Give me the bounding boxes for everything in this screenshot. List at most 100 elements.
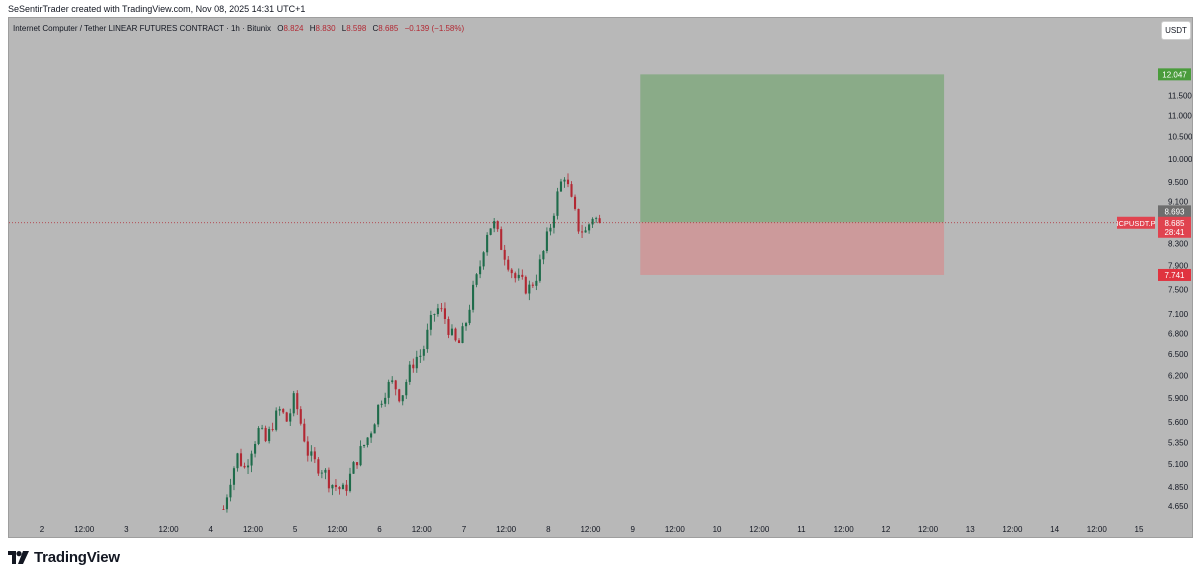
candle-body bbox=[278, 409, 281, 411]
candle-body bbox=[352, 462, 355, 474]
candle-body bbox=[408, 364, 411, 382]
candle-body bbox=[556, 191, 559, 216]
candle-body bbox=[250, 453, 253, 466]
candle-body bbox=[479, 266, 482, 275]
candle-body bbox=[370, 433, 373, 438]
stop-price-tag-bg bbox=[1158, 268, 1191, 281]
candle-body bbox=[225, 497, 228, 510]
candle-body bbox=[457, 340, 461, 344]
x-tick-label: 12:00 bbox=[1002, 525, 1023, 534]
x-tick-label: 12:00 bbox=[74, 525, 95, 534]
candle-body bbox=[422, 349, 425, 356]
candle-body bbox=[331, 484, 334, 489]
profit-zone bbox=[640, 74, 945, 223]
candle-body bbox=[436, 308, 439, 315]
price-chart[interactable]: 4.650 4.850 5.100 5.350 5.600 5.900 6.200 6.500… bbox=[9, 18, 1193, 538]
candle-body bbox=[289, 413, 292, 422]
candle-body bbox=[598, 218, 601, 223]
y-tick-label: 5.600 bbox=[1168, 418, 1189, 427]
high-value: 8.830 bbox=[315, 24, 336, 33]
candle-body bbox=[510, 269, 513, 274]
candle-body bbox=[275, 410, 278, 430]
candle-body bbox=[559, 181, 563, 192]
candle-body bbox=[363, 445, 366, 447]
x-tick-label: 8 bbox=[546, 525, 551, 534]
candle-body bbox=[359, 446, 362, 466]
candle-body bbox=[472, 284, 475, 310]
y-tick-label: 4.850 bbox=[1168, 483, 1189, 492]
candle-body bbox=[549, 227, 552, 232]
candle-body bbox=[271, 428, 274, 430]
candle-body bbox=[507, 259, 510, 270]
x-tick-label: 12:00 bbox=[412, 525, 433, 534]
x-tick-label: 12:00 bbox=[496, 525, 517, 534]
candle-body bbox=[443, 308, 446, 320]
candle-body bbox=[482, 252, 485, 267]
chart-panel[interactable]: 4.650 4.850 5.100 5.350 5.600 5.900 6.200 6.500… bbox=[8, 17, 1193, 538]
candle-body bbox=[524, 276, 527, 294]
y-tick-label: 9.100 bbox=[1168, 198, 1189, 207]
candle-body bbox=[584, 230, 587, 233]
candle-body bbox=[489, 228, 492, 235]
candle-body bbox=[384, 397, 387, 404]
candle-body bbox=[493, 221, 496, 229]
candle-body bbox=[345, 484, 348, 491]
candle-body bbox=[398, 389, 401, 402]
stop-price-tag: 7.741 bbox=[1164, 271, 1185, 280]
y-tick-label: 11.500 bbox=[1168, 91, 1192, 100]
candle-body bbox=[573, 196, 577, 209]
x-tick-label: 3 bbox=[124, 525, 129, 534]
stop-loss-zone bbox=[640, 222, 945, 275]
candle-body bbox=[535, 280, 538, 286]
candle-body bbox=[282, 409, 285, 413]
x-tick-label: 12:00 bbox=[749, 525, 770, 534]
candle-body bbox=[285, 412, 288, 422]
entry-price-tag: 8.693 bbox=[1164, 207, 1185, 216]
candle-body bbox=[243, 465, 246, 468]
x-tick-label: 13 bbox=[966, 525, 975, 534]
candle-body bbox=[324, 469, 327, 473]
change-value: −0.139 (−1.58%) bbox=[404, 24, 465, 33]
candle-body bbox=[222, 509, 225, 510]
y-tick-label: 9.500 bbox=[1168, 178, 1189, 187]
candle-body bbox=[338, 487, 341, 490]
candle-body bbox=[387, 381, 390, 398]
candle-body bbox=[366, 437, 369, 446]
candle-body bbox=[566, 179, 570, 185]
candle-body bbox=[377, 404, 380, 425]
close-value: 8.685 bbox=[378, 24, 399, 33]
candle-body bbox=[496, 221, 499, 230]
candle-body bbox=[514, 273, 517, 279]
last-price-tag: 8.685 bbox=[1164, 219, 1185, 228]
target-price-tag-bg bbox=[1158, 68, 1191, 81]
candle-body bbox=[415, 356, 418, 369]
candle-body bbox=[577, 208, 580, 232]
candle-body bbox=[236, 453, 239, 469]
y-tick-label: 11.000 bbox=[1168, 112, 1192, 121]
x-tick-label: 12:00 bbox=[1087, 525, 1108, 534]
high-key: H bbox=[309, 24, 316, 33]
last-price-tag-bg bbox=[1158, 216, 1191, 238]
footer-brand: TradingView bbox=[34, 548, 120, 566]
candle-body bbox=[426, 329, 429, 350]
y-tick-label: 7.100 bbox=[1168, 310, 1189, 319]
candle-body bbox=[563, 179, 566, 182]
y-tick-label: 7.900 bbox=[1168, 262, 1189, 271]
target-price-tag: 12.047 bbox=[1162, 70, 1187, 79]
candle-body bbox=[334, 484, 337, 488]
candle-body bbox=[595, 218, 598, 219]
open-key: O bbox=[277, 24, 284, 33]
candle-body bbox=[394, 380, 397, 390]
currency-unit-button[interactable]: USDT bbox=[1161, 21, 1191, 40]
y-tick-label: 4.650 bbox=[1168, 502, 1189, 511]
bar-countdown-tag: 28:41 bbox=[1164, 228, 1185, 237]
candle-body bbox=[306, 441, 309, 456]
candle-body bbox=[521, 274, 524, 277]
x-tick-label: 12:00 bbox=[834, 525, 855, 534]
candle-body bbox=[440, 308, 443, 310]
x-tick-label: 12:00 bbox=[665, 525, 686, 534]
candle-body bbox=[380, 403, 383, 405]
candle-body bbox=[429, 315, 432, 330]
candle-body bbox=[292, 393, 295, 414]
symbol-tag: ICPUSDT.P bbox=[1116, 219, 1155, 228]
